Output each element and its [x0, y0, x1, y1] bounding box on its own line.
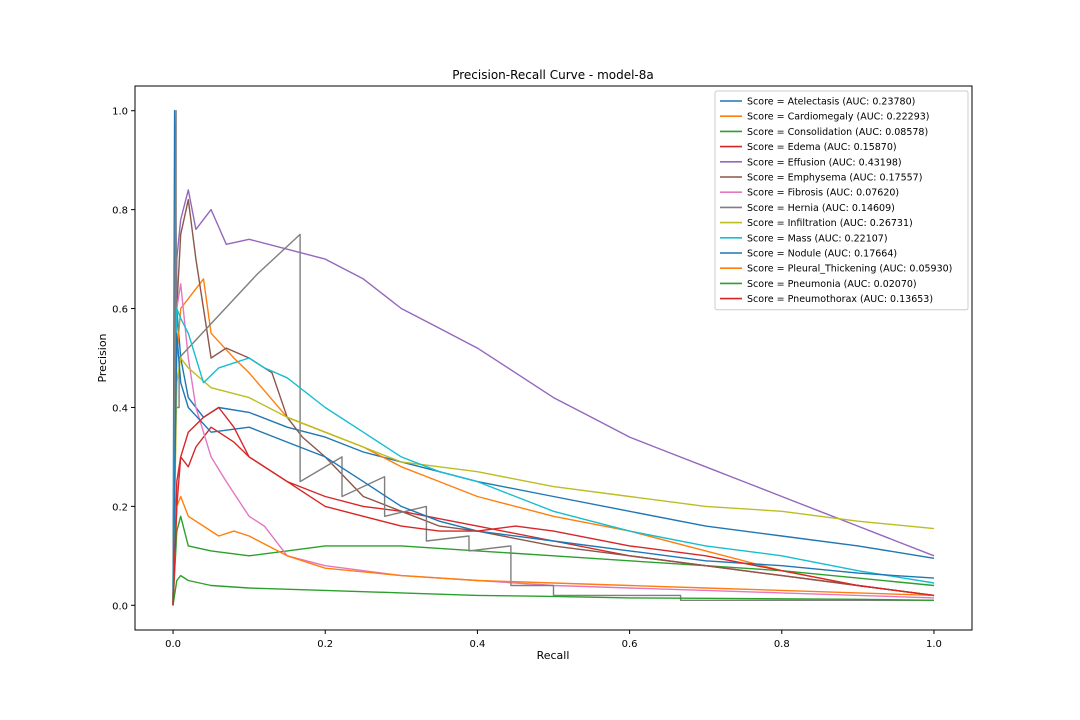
y-tick-label: 0.8 [112, 206, 128, 217]
legend-entry: Score = Hernia (AUC: 0.14609) [747, 203, 895, 214]
y-tick-label: 0.0 [112, 601, 128, 612]
legend-entry: Score = Pleural_Thickening (AUC: 0.05930… [747, 264, 952, 275]
y-tick-label: 1.0 [112, 107, 128, 118]
chart-title: Precision-Recall Curve - model-8a [452, 68, 654, 82]
legend-entry: Score = Consolidation (AUC: 0.08578) [747, 127, 928, 138]
y-tick-label: 0.6 [112, 305, 128, 316]
y-axis-label: Precision [96, 333, 109, 382]
legend-box [714, 90, 969, 311]
legend-entry: Score = Emphysema (AUC: 0.17557) [747, 173, 922, 184]
series-line-5 [172, 198, 935, 606]
axes-frame [134, 85, 973, 631]
x-tick-label: 1.0 [926, 639, 942, 650]
y-tick-label: 0.2 [112, 502, 128, 513]
legend-entry: Score = Nodule (AUC: 0.17664) [747, 249, 897, 260]
legend-entry: Score = Pneumonia (AUC: 0.02070) [747, 279, 917, 290]
x-axis-label: Recall [537, 649, 570, 662]
y-axis: 0.0 0.2 0.4 0.6 0.8 1.0 [112, 107, 135, 612]
legend: Score = Atelectasis (AUC: 0.23780) Score … [714, 90, 969, 311]
legend-entry: Score = Atelectasis (AUC: 0.23780) [747, 97, 915, 108]
legend-entry: Score = Edema (AUC: 0.15870) [747, 142, 897, 153]
series-line-4 [172, 189, 935, 606]
x-tick-label: 0.8 [774, 639, 790, 650]
legend-entry: Score = Effusion (AUC: 0.43198) [747, 157, 902, 168]
legend-entry: Score = Mass (AUC: 0.22107) [747, 233, 888, 244]
x-tick-label: 0.2 [317, 639, 333, 650]
series-line-8 [172, 357, 935, 606]
series-line-11 [172, 495, 935, 606]
series-line-9 [172, 307, 935, 606]
series-line-2 [172, 515, 935, 606]
series-line-7 [172, 109, 934, 606]
y-tick-label: 0.4 [112, 403, 128, 414]
legend-entry: Score = Fibrosis (AUC: 0.07620) [747, 188, 899, 199]
legend-entry: Score = Infiltration (AUC: 0.26731) [747, 218, 913, 229]
series-line-6 [172, 283, 935, 606]
x-axis: 0.0 0.2 0.4 0.6 0.8 1.0 [165, 630, 942, 650]
x-tick-label: 0.6 [622, 639, 638, 650]
x-tick-label: 0.4 [469, 639, 485, 650]
series-line-0 [172, 109, 935, 606]
x-tick-label: 0.0 [165, 639, 181, 650]
legend-entry: Score = Pneumothorax (AUC: 0.13653) [747, 294, 933, 305]
series-line-13 [172, 406, 935, 606]
series-line-12 [172, 574, 935, 606]
series-line-10 [172, 332, 935, 606]
legend-entry: Score = Cardiomegaly (AUC: 0.22293) [747, 112, 930, 123]
plot-area [172, 109, 935, 606]
